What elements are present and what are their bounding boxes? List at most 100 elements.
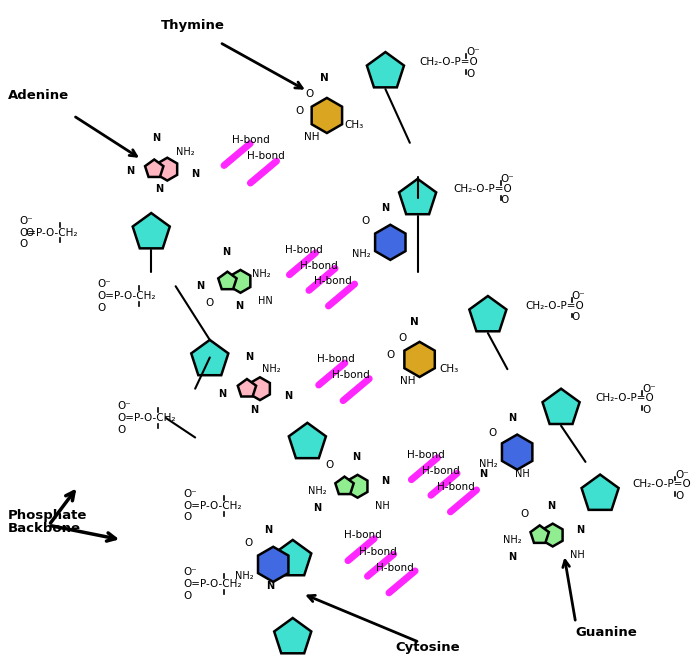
Text: O: O <box>398 333 406 343</box>
Text: CH₃: CH₃ <box>439 364 458 374</box>
Text: O: O <box>117 425 125 435</box>
Text: O⁻: O⁻ <box>183 489 197 499</box>
Text: N: N <box>352 452 361 462</box>
Text: N: N <box>577 526 584 535</box>
Text: O⁻: O⁻ <box>183 567 197 577</box>
Text: O⁻: O⁻ <box>572 291 586 301</box>
Text: N: N <box>126 166 134 176</box>
Text: NH₂: NH₂ <box>308 486 326 496</box>
Text: CH₃: CH₃ <box>344 120 364 130</box>
Text: N: N <box>250 405 258 415</box>
Text: O⁻: O⁻ <box>500 174 514 184</box>
Text: O: O <box>245 538 253 548</box>
Text: O: O <box>305 89 314 99</box>
Text: O: O <box>97 302 106 312</box>
Polygon shape <box>145 159 163 177</box>
Text: N: N <box>152 133 160 143</box>
Text: O: O <box>362 216 370 226</box>
Text: N: N <box>320 73 328 83</box>
Text: Thymine: Thymine <box>161 19 225 32</box>
Text: NH₂: NH₂ <box>176 146 195 157</box>
Text: N: N <box>284 392 292 401</box>
Polygon shape <box>258 547 288 582</box>
Text: O: O <box>20 239 28 249</box>
Text: H-bond: H-bond <box>285 245 323 255</box>
Polygon shape <box>542 523 563 546</box>
Text: NH₂: NH₂ <box>262 364 281 374</box>
Polygon shape <box>191 340 228 375</box>
Text: H-bond: H-bond <box>247 151 285 161</box>
Text: H-bond: H-bond <box>421 466 459 476</box>
Text: O: O <box>489 427 497 437</box>
Text: N: N <box>191 169 200 179</box>
Text: N: N <box>410 317 419 327</box>
Text: N: N <box>265 526 272 535</box>
Text: O⁻: O⁻ <box>97 280 111 289</box>
Text: O⁻: O⁻ <box>20 216 34 226</box>
Text: H-bond: H-bond <box>300 261 337 271</box>
Text: Cytosine: Cytosine <box>395 641 460 654</box>
Text: NH: NH <box>304 132 320 142</box>
Text: O: O <box>183 513 192 523</box>
Polygon shape <box>542 388 580 424</box>
Text: N: N <box>245 353 253 362</box>
Text: NH₂: NH₂ <box>234 571 253 581</box>
Text: O: O <box>183 591 192 601</box>
Text: CH₂-O-P=O: CH₂-O-P=O <box>454 183 512 194</box>
Text: NH₂: NH₂ <box>252 269 271 279</box>
Text: NH₂: NH₂ <box>351 249 370 259</box>
Text: N: N <box>313 503 321 513</box>
Text: N: N <box>266 581 274 591</box>
Text: O: O <box>642 405 650 415</box>
Text: O: O <box>466 69 475 79</box>
Text: NH: NH <box>514 468 529 478</box>
Polygon shape <box>399 179 436 214</box>
Polygon shape <box>335 476 354 494</box>
Polygon shape <box>469 296 506 331</box>
Text: O=P-O-CH₂: O=P-O-CH₂ <box>20 228 78 238</box>
Polygon shape <box>238 379 256 396</box>
Polygon shape <box>218 271 237 289</box>
Text: N: N <box>508 413 517 423</box>
Text: NH: NH <box>375 501 390 511</box>
Polygon shape <box>158 158 177 181</box>
Text: NH₂: NH₂ <box>479 459 497 469</box>
Polygon shape <box>375 224 405 260</box>
Polygon shape <box>348 475 368 498</box>
Text: H-bond: H-bond <box>317 354 355 364</box>
Polygon shape <box>289 423 326 458</box>
Text: CH₂-O-P=O: CH₂-O-P=O <box>632 479 691 489</box>
Text: O: O <box>521 509 529 519</box>
Text: N: N <box>196 282 204 291</box>
Polygon shape <box>367 52 404 87</box>
Text: Adenine: Adenine <box>8 89 69 102</box>
Text: O=P-O-CH₂: O=P-O-CH₂ <box>183 579 242 589</box>
Polygon shape <box>133 213 170 249</box>
Text: N: N <box>547 501 555 511</box>
Text: N: N <box>218 388 227 398</box>
Polygon shape <box>230 270 251 293</box>
Text: O=P-O-CH₂: O=P-O-CH₂ <box>183 501 242 511</box>
Text: NH₂: NH₂ <box>503 535 522 545</box>
Text: H-bond: H-bond <box>332 370 370 380</box>
Text: O: O <box>500 196 509 206</box>
Text: CH₂-O-P=O: CH₂-O-P=O <box>525 301 584 310</box>
Text: H-bond: H-bond <box>407 450 444 460</box>
Text: H-bond: H-bond <box>359 546 397 556</box>
Text: O: O <box>572 312 580 323</box>
Text: N: N <box>382 203 389 213</box>
Text: N: N <box>508 552 517 562</box>
Text: N: N <box>155 183 163 194</box>
Text: O⁻: O⁻ <box>117 401 131 411</box>
Text: CH₂-O-P=O: CH₂-O-P=O <box>595 393 654 403</box>
Text: N: N <box>223 247 230 257</box>
Text: O: O <box>326 460 334 470</box>
Text: O=P-O-CH₂: O=P-O-CH₂ <box>117 413 176 423</box>
Text: HN: HN <box>258 296 273 306</box>
Text: O⁻: O⁻ <box>642 384 656 394</box>
Polygon shape <box>274 618 312 653</box>
Polygon shape <box>531 526 549 543</box>
Text: Backbone: Backbone <box>8 521 81 535</box>
Text: CH₂-O-P=O: CH₂-O-P=O <box>419 57 478 67</box>
Text: NH: NH <box>400 376 416 386</box>
